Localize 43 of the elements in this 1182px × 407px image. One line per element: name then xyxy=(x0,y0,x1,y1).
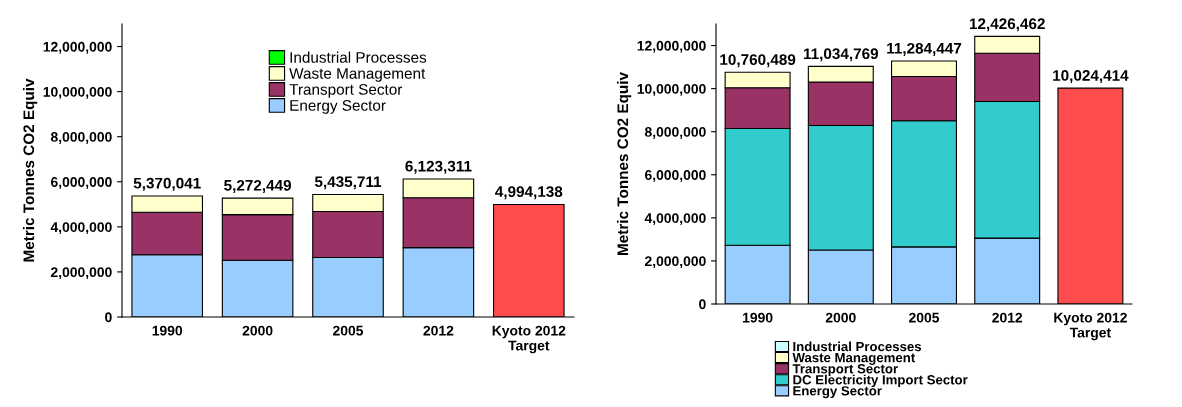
y-tick-label: 2,000,000 xyxy=(50,267,112,280)
total-label: 5,272,449 xyxy=(224,179,292,193)
y-tick-label: 12,000,000 xyxy=(43,41,112,54)
total-label: 10,760,489 xyxy=(720,54,796,68)
x-tick-label: Kyoto 2012 Target xyxy=(492,325,566,354)
y-tick-label: 0 xyxy=(105,312,112,323)
legend-label: Waste Management xyxy=(792,353,916,365)
x-tick-label: 2012 xyxy=(992,312,1023,323)
y-axis-title: Metric Tonnes CO2 Equiv xyxy=(616,72,632,255)
y-tick-label: 12,000,000 xyxy=(637,40,706,53)
x-tick-label: 2012 xyxy=(423,325,454,336)
total-label: 4,994,138 xyxy=(495,186,563,200)
legend-label: Energy Sector xyxy=(290,100,386,114)
legend-label: Energy Sector xyxy=(793,386,882,399)
y-tick-label: 8,000,000 xyxy=(644,127,706,139)
y-tick-label: 8,000,000 xyxy=(50,132,112,144)
total-label: 5,370,041 xyxy=(133,177,201,191)
y-tick-label: 10,000,000 xyxy=(637,83,706,96)
x-tick-label: 1990 xyxy=(152,325,183,336)
total-label: 6,123,311 xyxy=(405,160,472,174)
total-label: 10,024,414 xyxy=(1053,70,1129,84)
total-label: 12,426,462 xyxy=(969,18,1045,32)
x-tick-label: 1990 xyxy=(743,312,773,323)
x-tick-label: 2000 xyxy=(242,325,273,336)
y-tick-label: 4,000,000 xyxy=(644,213,706,226)
y-axis-title: Metric Tonnes CO2 Equiv xyxy=(22,78,38,262)
total-label: 11,284,447 xyxy=(887,42,962,56)
x-tick-label: 2000 xyxy=(825,312,856,323)
legend-label: Industrial Processes xyxy=(793,341,922,352)
x-tick-label: Kyoto 2012 Target xyxy=(1054,312,1127,341)
y-tick-label: 10,000,000 xyxy=(43,86,112,99)
total-label: 5,435,711 xyxy=(314,176,382,190)
legend-label: Waste Management xyxy=(289,68,426,82)
legend-label: Transport Sector xyxy=(289,84,403,98)
y-tick-label: 0 xyxy=(699,299,706,310)
total-label: 11,034,769 xyxy=(803,48,879,62)
y-tick-label: 6,000,000 xyxy=(645,170,706,182)
legend-label: Industrial Processes xyxy=(290,51,427,63)
y-tick-label: 2,000,000 xyxy=(644,256,706,269)
y-tick-label: 6,000,000 xyxy=(51,177,112,189)
y-tick-label: 4,000,000 xyxy=(50,222,112,235)
x-tick-label: 2005 xyxy=(333,325,364,336)
x-tick-label: 2005 xyxy=(909,312,940,323)
